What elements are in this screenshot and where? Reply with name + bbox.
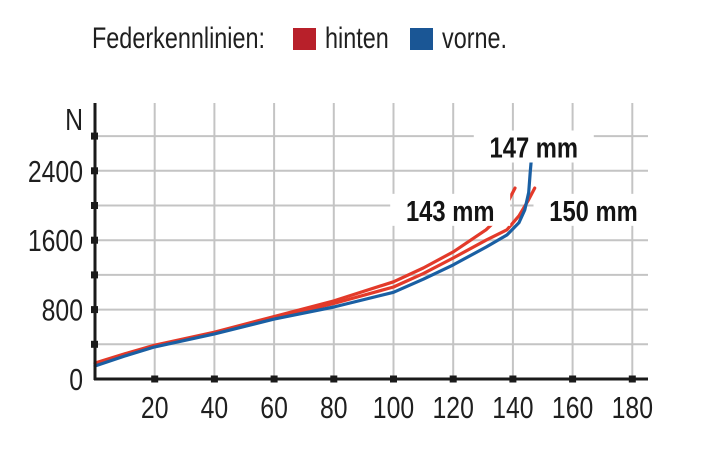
- y-tick-mark: [91, 202, 98, 209]
- chart-grid: [95, 103, 648, 379]
- x-tick-label: 100: [373, 390, 414, 424]
- x-tick-label: 40: [201, 390, 229, 424]
- x-tick-label: 140: [492, 390, 533, 424]
- x-tick-label: 60: [260, 390, 288, 424]
- y-tick-mark: [91, 306, 98, 314]
- y-tick-label: 1600: [28, 224, 83, 258]
- chart-series: [93, 153, 537, 368]
- x-tick-label: 120: [433, 390, 474, 424]
- chart-axes: 0 800 1600 2400 N 20 40 60 80 100 120 140 160 180: [28, 102, 653, 424]
- chart-legend: Federkennlinien:: [92, 22, 314, 56]
- annotation-background: [533, 193, 654, 226]
- x-tick-mark: [390, 375, 397, 383]
- legend-item-hinten: hinten: [293, 22, 407, 56]
- legend-title: Federkennlinien:: [92, 22, 266, 55]
- x-tick-mark: [270, 375, 278, 383]
- series-line-2: [93, 153, 534, 368]
- y-axis-unit-label: N: [65, 102, 83, 136]
- x-tick-label: 160: [552, 390, 593, 424]
- x-tick-mark: [449, 375, 457, 383]
- annotation-label: 150 mm: [549, 195, 638, 228]
- y-tick-label: 0: [69, 362, 83, 396]
- legend-label-hinten: hinten: [325, 22, 389, 55]
- annotation-background: [390, 193, 511, 226]
- x-tick-mark: [509, 375, 517, 383]
- y-tick-mark: [91, 340, 98, 348]
- y-tick-mark: [91, 236, 98, 244]
- x-tick-mark: [330, 375, 338, 383]
- x-tick-label: 20: [141, 390, 169, 424]
- x-tick-mark: [210, 375, 218, 383]
- y-tick-mark: [91, 132, 98, 140]
- x-tick-mark: [151, 375, 159, 383]
- legend-swatch-red-icon: [293, 28, 316, 50]
- y-tick-mark: [91, 271, 98, 279]
- annotation-background: [473, 130, 594, 163]
- annotation-label: 147 mm: [490, 131, 579, 164]
- legend-swatch-blue-icon: [410, 28, 433, 50]
- x-tick-mark: [569, 375, 577, 383]
- chart-annotations: 147 mm 143 mm 150 mm: [390, 130, 654, 228]
- legend-item-vorne: vorne.: [410, 22, 525, 56]
- y-tick-mark: [91, 167, 98, 175]
- legend-label-vorne: vorne.: [442, 22, 508, 55]
- y-tick-label: 800: [42, 293, 83, 327]
- annotation-label: 143 mm: [406, 195, 495, 228]
- x-tick-mark: [628, 375, 636, 383]
- x-tick-label: 80: [320, 390, 348, 424]
- y-tick-label: 2400: [28, 154, 83, 188]
- x-tick-label: 180: [612, 390, 653, 424]
